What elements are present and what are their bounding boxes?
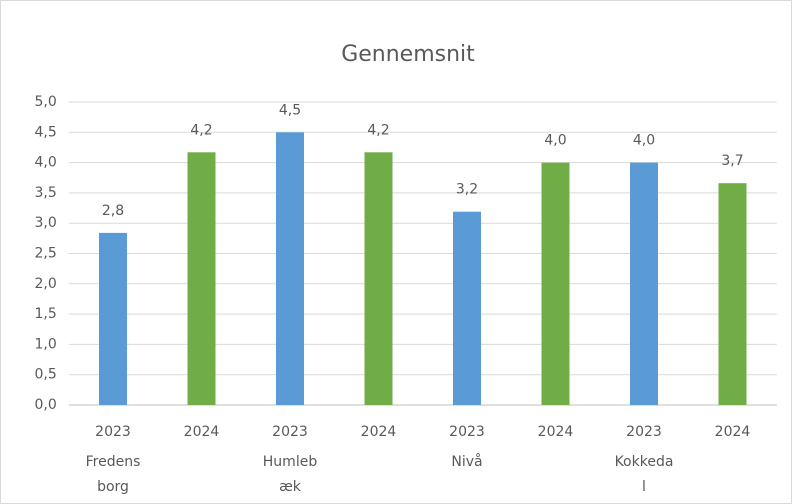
y-tick-label: 3,0: [34, 215, 56, 231]
group-label: borg: [97, 479, 129, 495]
y-tick-label: 3,5: [34, 185, 56, 201]
y-tick-label: 1,5: [34, 306, 56, 322]
data-label: 4,2: [190, 122, 212, 138]
group-label: Kokkeda: [615, 454, 674, 470]
bar: [453, 211, 481, 405]
data-label: 3,7: [721, 153, 743, 169]
x-tick-label: 2023: [272, 424, 308, 440]
x-tick-label: 2024: [715, 424, 751, 440]
bar: [276, 132, 304, 406]
data-label: 2,8: [102, 203, 124, 219]
y-tick-label: 2,5: [34, 246, 56, 262]
y-tick-label: 4,0: [34, 155, 56, 171]
data-label: 4,2: [367, 122, 389, 138]
bar: [630, 162, 658, 405]
x-tick-label: 2024: [538, 424, 574, 440]
y-tick-label: 2,0: [34, 276, 56, 292]
bar: [99, 232, 127, 405]
y-tick-label: 4,5: [34, 124, 56, 140]
data-label: 4,0: [544, 133, 566, 149]
bar: [364, 152, 393, 405]
group-label: Nivå: [451, 453, 482, 470]
x-tick-label: 2023: [95, 424, 131, 440]
group-label: Fredens: [86, 454, 141, 470]
y-tick-label: 0,5: [34, 367, 56, 383]
bar: [187, 152, 216, 405]
data-label: 4,5: [279, 102, 301, 118]
data-label: 4,0: [633, 133, 655, 149]
chart-title: Gennemsnit: [341, 42, 475, 67]
group-label: Humleb: [263, 454, 318, 470]
y-tick-label: 5,0: [34, 94, 56, 110]
bar: [541, 162, 570, 405]
x-tick-label: 2024: [184, 424, 220, 440]
bar: [718, 183, 747, 405]
group-label: l: [642, 479, 646, 495]
data-label: 3,2: [456, 182, 478, 198]
y-tick-label: 1,0: [34, 336, 56, 352]
x-tick-label: 2023: [626, 424, 662, 440]
group-label: æk: [279, 479, 302, 495]
x-tick-label: 2023: [449, 424, 485, 440]
x-tick-label: 2024: [361, 424, 397, 440]
y-tick-label: 0,0: [34, 397, 56, 413]
